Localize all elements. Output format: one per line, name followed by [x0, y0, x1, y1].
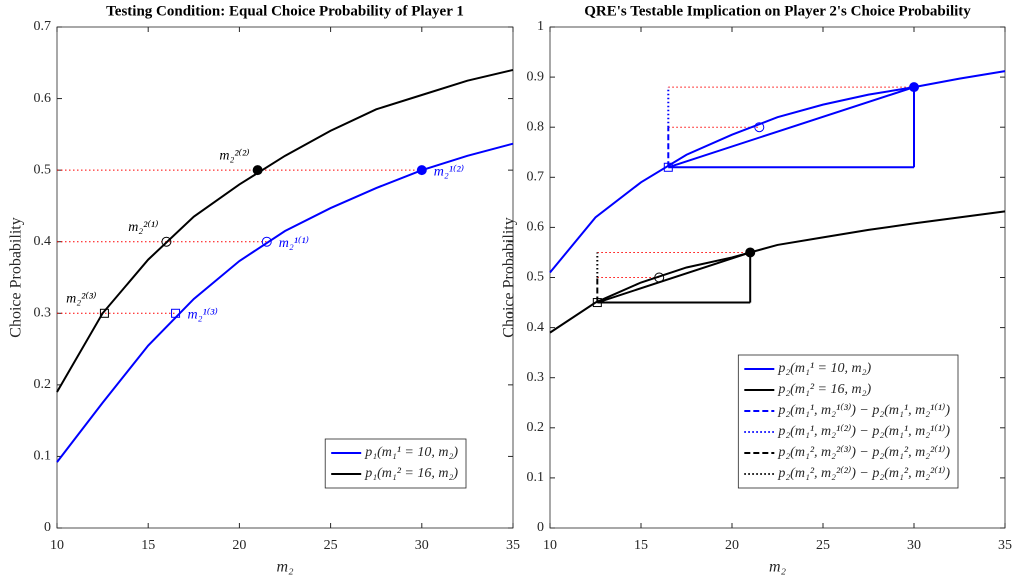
y-tick-label: 0.7 [527, 170, 545, 185]
point-marker [592, 298, 602, 308]
point-marker [654, 272, 665, 283]
point-label: m₂¹⁽²⁾ [434, 164, 465, 179]
y-tick-label: 0.2 [34, 377, 52, 392]
x-tick-label: 25 [816, 538, 830, 553]
point-marker [171, 308, 181, 318]
point-marker [161, 236, 172, 247]
point-label: m₂¹⁽³⁾ [188, 308, 219, 323]
y-tick-label: 0.5 [527, 270, 545, 285]
y-tick-label: 0.4 [34, 234, 52, 249]
point-marker [261, 236, 272, 247]
x-tick-label: 15 [141, 538, 155, 553]
legend-label: p₂(m₁¹ = 10, m₂) [777, 361, 871, 376]
point-label: m₂¹⁽¹⁾ [279, 236, 310, 251]
y-tick-label: 0.1 [34, 449, 52, 464]
point-marker [745, 247, 756, 258]
chart-title: Testing Condition: Equal Choice Probabil… [106, 3, 464, 19]
y-tick-label: 0.8 [527, 119, 545, 134]
x-tick-label: 15 [634, 538, 648, 553]
point-label: m₂²⁽³⁾ [66, 292, 97, 307]
x-tick-label: 10 [50, 538, 64, 553]
x-tick-label: 30 [415, 538, 429, 553]
x-tick-label: 35 [998, 538, 1012, 553]
y-tick-label: 0.6 [34, 91, 52, 106]
legend-label: p₂(m₁¹, m₂¹⁽³⁾) − p₂(m₁¹, m₂¹⁽¹⁾) [777, 403, 950, 418]
y-axis-label: Choice Probability [501, 217, 518, 337]
y-tick-label: 0.2 [527, 420, 545, 435]
point-marker [909, 82, 919, 93]
point-marker [416, 165, 427, 176]
y-tick-label: 0.6 [527, 220, 545, 235]
x-axis-label: m₂ [769, 559, 787, 576]
chart-title: QRE's Testable Implication on Player 2's… [584, 3, 971, 19]
x-tick-label: 10 [543, 538, 557, 553]
guide-segment [597, 251, 751, 304]
guide-segment [667, 86, 915, 169]
y-tick-label: 0.7 [34, 19, 52, 34]
legend-label: p₂(m₁² = 16, m₂) [777, 382, 871, 397]
point-label: m₂²⁽²⁾ [219, 148, 250, 163]
series-line [549, 210, 1006, 334]
x-axis-label: m₂ [276, 559, 294, 576]
y-tick-label: 0.1 [527, 470, 545, 485]
y-axis-label: Choice Probability [8, 217, 25, 337]
legend-box [737, 354, 959, 489]
y-tick-label: 0 [44, 520, 51, 535]
point-label: m₂²⁽¹⁾ [128, 220, 159, 235]
legend: p₂(m₁¹ = 10, m₂) p₂(m₁² = 16, m₂) p₂(m₁¹, … [737, 354, 959, 489]
y-tick-label: 0.3 [34, 306, 52, 321]
x-tick-label: 25 [324, 538, 338, 553]
x-tick-label: 20 [725, 538, 739, 553]
point-marker [252, 165, 263, 176]
y-tick-label: 0.9 [527, 69, 545, 84]
y-tick-label: 1 [537, 19, 544, 34]
legend-label: p₂(m₁², m₂²⁽²⁾) − p₂(m₁², m₂²⁽¹⁾) [777, 466, 950, 481]
legend-box [324, 438, 467, 489]
legend: p₁(m₁¹ = 10, m₂) p₁(m₁² = 16, m₂) [324, 438, 467, 489]
series-line [56, 142, 514, 463]
y-tick-label: 0.3 [527, 370, 545, 385]
legend-label: p₂(m₁², m₂²⁽³⁾) − p₂(m₁², m₂²⁽¹⁾) [777, 445, 950, 460]
legend-label: p₁(m₁¹ = 10, m₂) [364, 445, 458, 460]
y-tick-label: 0.4 [527, 320, 545, 335]
point-marker [663, 162, 673, 172]
y-tick-label: 0.5 [34, 162, 52, 177]
x-tick-label: 30 [907, 538, 921, 553]
series-line [56, 68, 514, 393]
series-line [549, 70, 1006, 274]
x-tick-label: 35 [506, 538, 520, 553]
x-tick-label: 20 [232, 538, 246, 553]
legend-label: p₂(m₁¹, m₂¹⁽²⁾) − p₂(m₁¹, m₂¹⁽¹⁾) [777, 424, 950, 439]
point-marker [99, 308, 109, 318]
point-marker [754, 122, 765, 133]
legend-label: p₁(m₁² = 16, m₂) [364, 466, 458, 481]
y-tick-label: 0 [537, 520, 544, 535]
